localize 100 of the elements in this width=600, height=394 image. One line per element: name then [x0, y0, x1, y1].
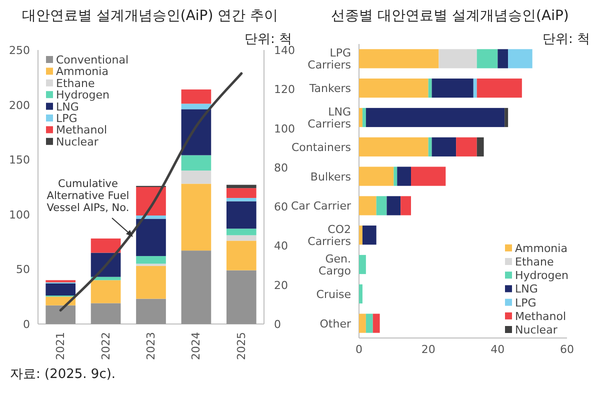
- x-tick-label: 2024: [190, 332, 203, 360]
- bar: [359, 49, 439, 68]
- bar: [181, 250, 212, 324]
- bar: [136, 298, 166, 324]
- y-tick-label: 200: [9, 98, 30, 112]
- y-tick-label: CO2 Carriers: [308, 223, 352, 248]
- bar: [476, 49, 498, 68]
- x-tick-label: 2025: [234, 332, 248, 360]
- y-tick-label: Bulkers: [310, 170, 352, 184]
- bar: [136, 187, 166, 216]
- bar: [359, 196, 376, 216]
- bar: [504, 108, 508, 128]
- bar: [372, 314, 380, 333]
- legend-label: Methanol: [56, 124, 108, 137]
- x-tick-label: 40: [490, 343, 505, 356]
- legend-label: Nuclear: [515, 324, 558, 336]
- chart-title: 선종별 대안연료별 설계개념승인(AiP): [331, 8, 569, 24]
- bar: [181, 170, 212, 184]
- y-tick-label: Gen. Cargo: [318, 252, 352, 278]
- legend-label: Ethane: [515, 256, 554, 268]
- bar: [46, 283, 76, 296]
- y-tick-label: 50: [16, 263, 30, 276]
- legend-label: Hydrogen: [515, 269, 569, 282]
- y-tick-label: 250: [9, 44, 30, 57]
- bar: [366, 314, 373, 333]
- x-tick-label: 20: [421, 343, 436, 356]
- legend-label: Ammonia: [56, 65, 108, 78]
- bar: [90, 280, 121, 304]
- bar: [498, 49, 508, 68]
- legend-label: LNG: [56, 100, 79, 114]
- y-tick-label: 100: [9, 208, 30, 222]
- bar: [359, 284, 362, 304]
- bar: [428, 78, 432, 98]
- bar: [397, 166, 411, 186]
- bar: [136, 256, 166, 264]
- bar: [376, 196, 387, 216]
- y2-tick-label: 120: [274, 83, 295, 96]
- bar: [46, 305, 76, 324]
- bar: [411, 166, 446, 186]
- x-tick-label: 0: [356, 343, 362, 356]
- bar: [428, 137, 432, 156]
- bar: [394, 166, 398, 186]
- chart-subtitle: 단위: 척: [542, 32, 590, 47]
- legend-label: Ammonia: [515, 242, 568, 255]
- bar: [226, 198, 256, 202]
- legend-label: Nuclear: [56, 135, 99, 148]
- bar: [362, 226, 376, 245]
- bar: [386, 196, 401, 216]
- bar: [359, 226, 362, 245]
- x-tick-label: 2022: [99, 332, 112, 360]
- legend-label: Hydrogen: [56, 88, 110, 102]
- y-tick-label: Cruise: [316, 288, 352, 301]
- series-label: Cumulative Alternative Fuel Vessel AIPs, No.: [46, 178, 130, 214]
- y-tick-label: 0: [23, 318, 30, 331]
- y-tick-label: Other: [320, 317, 352, 330]
- bar: [226, 188, 256, 198]
- bar: [400, 196, 411, 216]
- bar: [181, 104, 212, 110]
- bar: [181, 184, 212, 251]
- text: 자료: (2025. 9c).: [10, 367, 116, 382]
- legend-label: LNG: [515, 282, 538, 296]
- bar: [362, 108, 366, 128]
- chart-subtitle: 단위: 척: [244, 32, 292, 47]
- chart-title: 대안연료별 설계개념승인(AiP) 연간 추이: [22, 8, 278, 24]
- bar: [226, 270, 256, 324]
- y-tick-label: Tankers: [308, 82, 352, 96]
- bar: [473, 78, 477, 98]
- bar: [136, 218, 166, 256]
- legend-label: LPG: [56, 112, 78, 125]
- x-tick-label: 2023: [144, 332, 158, 360]
- bar: [181, 89, 212, 104]
- bar: [359, 108, 362, 128]
- bar: [136, 266, 166, 299]
- bar: [432, 137, 456, 156]
- y-tick-label: Containers: [292, 140, 352, 154]
- bar: [456, 137, 477, 156]
- bar: [366, 108, 505, 128]
- bar: [226, 201, 256, 229]
- bar: [359, 314, 366, 333]
- bar: [476, 137, 484, 156]
- bar: [226, 228, 256, 236]
- y2-tick-label: 140: [274, 44, 295, 57]
- bar: [359, 166, 394, 186]
- y-tick-label: 150: [9, 154, 30, 167]
- bar: [359, 254, 366, 274]
- x-tick-label: 60: [560, 343, 574, 356]
- legend-label: Conventional: [56, 54, 128, 66]
- bar: [226, 240, 256, 270]
- bar: [432, 78, 474, 98]
- legend-label: Methanol: [515, 310, 566, 323]
- bar: [508, 49, 532, 68]
- bar: [359, 78, 428, 98]
- y2-tick-label: 80: [274, 161, 288, 174]
- y2-tick-label: 20: [274, 278, 288, 292]
- bar: [90, 303, 121, 324]
- y-tick-label: LNG Carriers: [308, 106, 352, 130]
- y2-tick-label: 60: [274, 200, 288, 214]
- legend-label: LPG: [515, 296, 536, 310]
- bar: [181, 109, 212, 156]
- y-tick-label: LPG Carriers: [308, 46, 352, 72]
